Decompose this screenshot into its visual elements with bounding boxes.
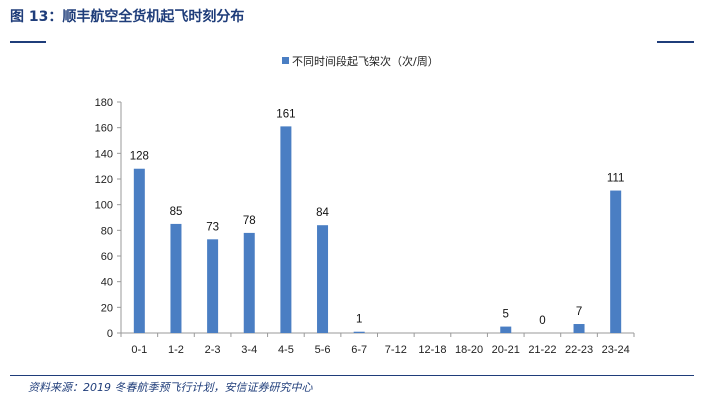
axes: 0 20 40 60 80 100 120 140 160 180 0-1 1-2 2-3 3-4 4-5 5… (95, 97, 635, 356)
title-rule-left (10, 41, 46, 43)
bar-chart: 不同时间段起飞架次（次/周） 0204060801001201401601800… (95, 54, 635, 356)
y-tick-label: 180 (95, 97, 113, 109)
bar (317, 225, 329, 333)
x-tick-label: 2-3 (205, 344, 221, 356)
footer-rule (10, 375, 694, 376)
source-note: 资料来源：2019 冬春航季预飞行计划，安信证券研究中心 (28, 381, 313, 394)
x-tick-label: 0-1 (131, 344, 147, 356)
x-tick-label: 20-21 (492, 344, 520, 356)
x-tick-label: 4-5 (278, 344, 294, 356)
x-tick-label: 5-6 (315, 344, 331, 356)
y-tick-label: 0 (107, 328, 113, 340)
legend: 不同时间段起飞架次（次/周） (282, 54, 439, 68)
bar (243, 232, 255, 333)
y-tick-label: 60 (101, 251, 113, 263)
y-tick-label: 40 (101, 277, 113, 289)
data-label: 111 (607, 173, 624, 185)
x-tick-label: 12-18 (418, 344, 446, 356)
data-label: 73 (206, 221, 219, 233)
data-label: 84 (316, 207, 329, 219)
y-tick-label: 100 (95, 200, 113, 212)
bar (133, 168, 145, 333)
bar (280, 126, 292, 333)
data-label: 78 (243, 215, 256, 227)
data-label: 161 (276, 108, 295, 120)
legend-swatch (282, 57, 289, 64)
y-tick-label: 80 (101, 225, 113, 237)
bar (353, 331, 365, 333)
title-rule-right (657, 41, 694, 43)
x-tick-label: 23-24 (602, 344, 630, 356)
data-label: 128 (130, 151, 149, 163)
data-label: 1 (356, 314, 362, 326)
x-tick-label: 18-20 (455, 344, 483, 356)
x-tick-label: 21-22 (528, 344, 556, 356)
y-tick-label: 120 (95, 174, 113, 186)
bar (170, 223, 182, 333)
data-label: 0 (539, 315, 545, 327)
x-tick-label: 3-4 (241, 344, 257, 356)
legend-label: 不同时间段起飞架次（次/周） (292, 54, 439, 68)
x-tick-label: 1-2 (168, 344, 184, 356)
y-tick-label: 20 (101, 302, 113, 314)
data-labels: 128 85 73 78 161 84 1 5 0 7 111 (130, 108, 625, 327)
x-tick-label: 6-7 (351, 344, 367, 356)
x-tick-label: 22-23 (565, 344, 593, 356)
y-tick-label: 140 (95, 148, 113, 160)
bar (500, 326, 512, 333)
bars (133, 126, 622, 333)
data-label: 5 (503, 309, 509, 321)
bar (207, 239, 219, 333)
data-label: 85 (170, 206, 183, 218)
bar (610, 190, 622, 333)
x-tick-label: 7-12 (385, 344, 407, 356)
figure-title: 图 13：顺丰航空全货机起飞时刻分布 (10, 9, 245, 25)
y-tick-label: 160 (95, 123, 113, 135)
data-label: 7 (576, 306, 582, 318)
bar (573, 324, 585, 333)
